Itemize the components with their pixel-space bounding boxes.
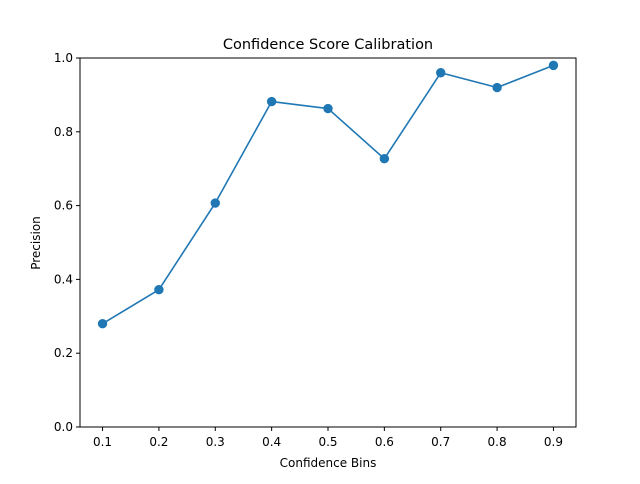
x-tick-label: 0.5 — [318, 435, 337, 449]
x-tick-label: 0.1 — [93, 435, 112, 449]
x-tick-label: 0.7 — [431, 435, 450, 449]
y-tick-label: 0.8 — [54, 125, 73, 139]
data-point — [548, 60, 559, 71]
plot-area: 0.1 0.2 0.3 0.4 0.5 0.6 0.7 0.8 0.9 0.0 0.2 0.4 0.6 0… — [54, 51, 577, 449]
y-axis-label: Precision — [29, 216, 43, 270]
y-tick-label: 0.4 — [54, 272, 73, 286]
y-tick-label: 0.6 — [54, 199, 73, 213]
chart-title: Confidence Score Calibration — [223, 37, 433, 53]
x-tick-label: 0.6 — [375, 435, 394, 449]
data-point — [97, 318, 108, 329]
y-tick-label: 0.2 — [54, 346, 73, 360]
y-tick-label: 1.0 — [54, 51, 73, 65]
x-tick-label: 0.2 — [149, 435, 168, 449]
x-tick-label: 0.4 — [262, 435, 281, 449]
x-tick-label: 0.9 — [544, 435, 563, 449]
data-point — [154, 285, 164, 295]
data-point — [379, 154, 390, 164]
data-point — [323, 103, 333, 114]
data-point — [436, 68, 446, 78]
x-tick-label: 0.8 — [488, 435, 507, 449]
y-tick-label: 0.0 — [54, 420, 73, 434]
data-point — [266, 96, 277, 107]
x-axis-label: Confidence Bins — [280, 456, 377, 470]
data-point — [210, 198, 220, 208]
data-point — [492, 82, 502, 93]
x-tick-label: 0.3 — [206, 435, 225, 449]
